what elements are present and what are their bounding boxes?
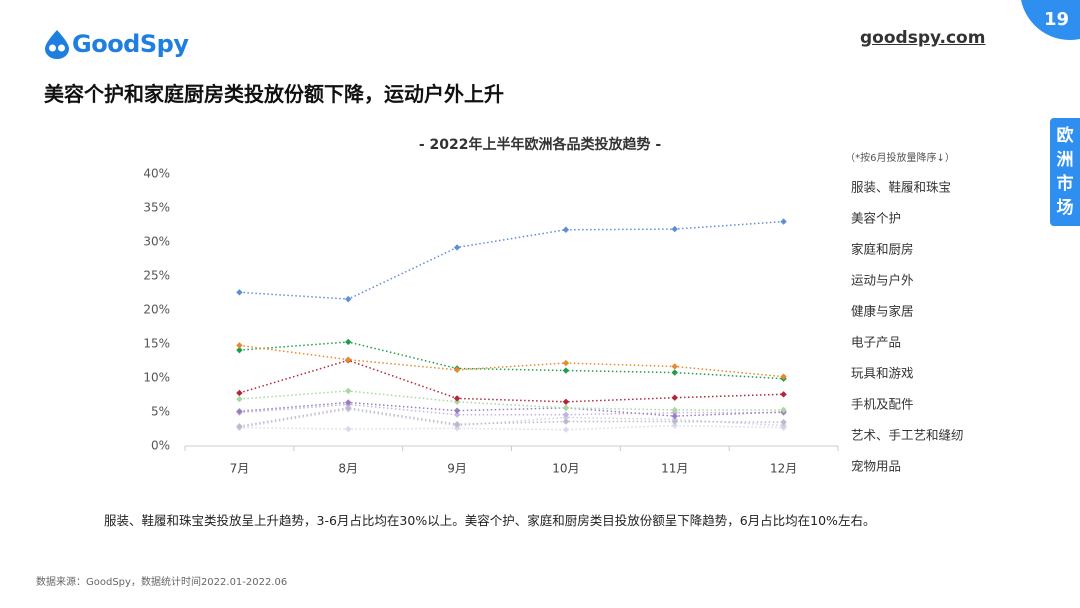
data-point bbox=[453, 395, 461, 402]
y-tick-label: 15% bbox=[143, 337, 170, 351]
series-line bbox=[239, 407, 784, 428]
y-tick-label: 20% bbox=[143, 303, 170, 317]
series-line bbox=[239, 344, 784, 378]
data-point bbox=[345, 425, 352, 433]
data-point bbox=[671, 422, 678, 429]
data-point bbox=[562, 226, 570, 233]
data-point bbox=[236, 289, 243, 296]
data-point bbox=[562, 411, 570, 418]
data-point bbox=[453, 411, 461, 418]
page-badge: 19 bbox=[1020, 0, 1080, 40]
y-tick-label: 10% bbox=[143, 371, 170, 385]
data-point bbox=[236, 342, 243, 349]
logo: GoodSpy bbox=[72, 30, 189, 58]
x-tick-label: 12月 bbox=[770, 462, 797, 476]
data-point bbox=[780, 419, 787, 426]
data-point bbox=[236, 408, 243, 415]
y-tick-label: 0% bbox=[151, 439, 170, 453]
data-point bbox=[780, 373, 787, 380]
headline: 美容个护和家庭厨房类投放份额下降，运动户外上升 bbox=[44, 82, 504, 106]
data-point bbox=[671, 394, 678, 401]
legend-label: 电子产品 bbox=[851, 335, 901, 350]
data-point bbox=[780, 391, 787, 398]
data-point bbox=[562, 404, 570, 412]
y-tick-label: 5% bbox=[151, 405, 170, 419]
data-point bbox=[236, 423, 243, 430]
y-tick-label: 25% bbox=[143, 269, 170, 283]
legend-label: 健康与家居 bbox=[851, 304, 914, 319]
logo-icon bbox=[45, 30, 69, 59]
data-point bbox=[236, 395, 243, 403]
data-point bbox=[453, 398, 461, 405]
data-point bbox=[236, 346, 243, 354]
data-point bbox=[453, 366, 461, 374]
page-number: 19 bbox=[1044, 9, 1070, 30]
data-point bbox=[671, 418, 678, 425]
data-point bbox=[671, 412, 678, 420]
side-tab: 欧洲市场 bbox=[1050, 118, 1080, 226]
series-line bbox=[239, 424, 784, 431]
series-line bbox=[239, 359, 784, 403]
legend-label: 运动与户外 bbox=[851, 273, 914, 288]
series-line bbox=[239, 341, 784, 380]
data-point bbox=[345, 338, 352, 346]
data-point bbox=[780, 406, 787, 414]
data-point bbox=[780, 422, 787, 429]
series-line bbox=[239, 390, 784, 411]
y-tick-label: 40% bbox=[143, 167, 170, 181]
data-point bbox=[345, 404, 352, 412]
data-point bbox=[562, 359, 570, 367]
data-point bbox=[562, 367, 570, 374]
data-point bbox=[236, 389, 243, 397]
legend-label: 宠物用品 bbox=[851, 459, 901, 474]
x-tick-label: 11月 bbox=[661, 462, 688, 476]
series-line bbox=[239, 403, 784, 416]
x-tick-label: 9月 bbox=[447, 462, 467, 476]
data-point bbox=[671, 363, 678, 370]
data-point bbox=[345, 356, 352, 363]
summary: 服装、鞋履和珠宝类投放呈上升趋势，3-6月占比均在30%以上。美容个护、家庭和厨… bbox=[104, 513, 876, 528]
chart-subtitle: （*按6月投放量降序↓） bbox=[845, 151, 955, 164]
chart-title: - 2022年上半年欧洲各品类投放趋势 - bbox=[419, 136, 662, 153]
data-point bbox=[562, 426, 570, 433]
y-tick-label: 35% bbox=[143, 201, 170, 215]
series-line bbox=[239, 220, 784, 300]
chart: - 2022年上半年欧洲各品类投放趋势 - （*按6月投放量降序↓） 0% 5% 1… bbox=[143, 136, 964, 476]
series-line bbox=[239, 408, 784, 429]
data-point bbox=[671, 406, 678, 414]
data-point bbox=[562, 418, 570, 425]
data-point bbox=[345, 387, 352, 395]
data-point bbox=[345, 399, 352, 406]
data-point bbox=[671, 369, 678, 376]
data-point bbox=[562, 398, 570, 405]
legend-label: 家庭和厨房 bbox=[851, 242, 914, 257]
data-point bbox=[345, 295, 352, 303]
data-point bbox=[453, 421, 461, 428]
series-line bbox=[239, 401, 784, 417]
data-point bbox=[453, 407, 461, 414]
data-point bbox=[671, 225, 678, 233]
source-note: 数据来源：GoodSpy，数据统计时间2022.01-2022.06 bbox=[36, 577, 288, 588]
legend-label: 手机及配件 bbox=[851, 397, 914, 412]
y-tick-label: 30% bbox=[143, 235, 170, 249]
legend-label: 玩具和游戏 bbox=[851, 366, 914, 381]
legend-label: 艺术、手工艺和缝纫 bbox=[851, 428, 964, 443]
data-point bbox=[453, 244, 461, 251]
legend-label: 服装、鞋履和珠宝 bbox=[851, 180, 951, 195]
x-tick-label: 10月 bbox=[552, 462, 579, 476]
data-point bbox=[780, 218, 787, 225]
legend-label: 美容个护 bbox=[851, 211, 901, 226]
x-tick-label: 7月 bbox=[230, 462, 250, 476]
site-url[interactable]: goodspy.com bbox=[860, 28, 986, 48]
x-tick-label: 8月 bbox=[338, 462, 358, 476]
